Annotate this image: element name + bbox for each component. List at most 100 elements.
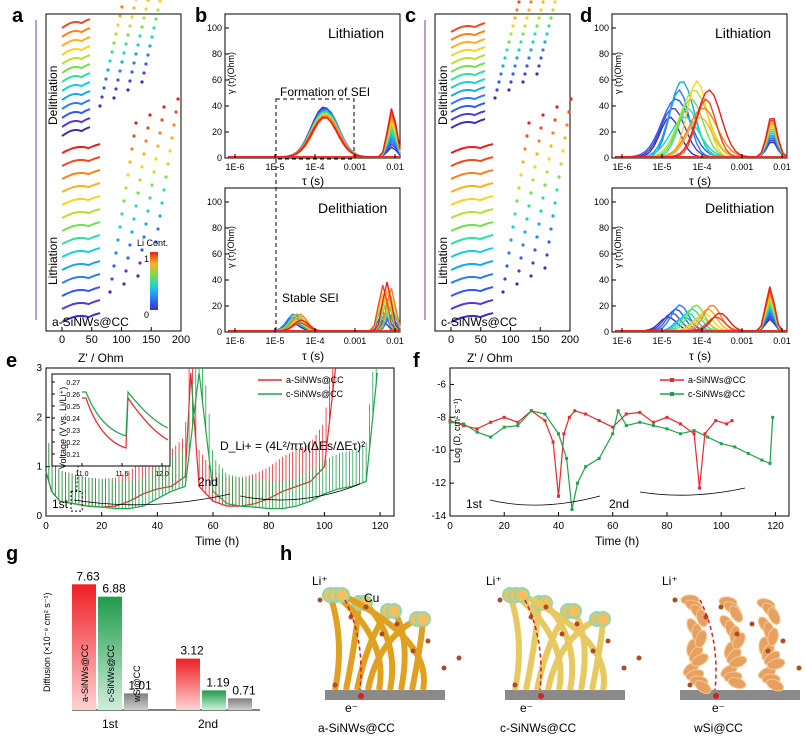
logd-point bbox=[679, 422, 683, 426]
nyquist-point bbox=[525, 64, 529, 68]
y-tick-label: 20 bbox=[599, 127, 609, 137]
cycle-e-2nd: 2nd bbox=[198, 475, 218, 489]
y-tick-label: 40 bbox=[212, 275, 222, 285]
nyquist-point bbox=[527, 8, 531, 12]
nyquist-point bbox=[122, 199, 126, 203]
panel-c: Delithiation Lithiation c-SiNWs@CC 0 50 10… bbox=[424, 0, 579, 365]
logd-point bbox=[760, 458, 764, 462]
nyquist-point bbox=[102, 86, 106, 90]
legend-f-c: c-SiNWs@CC bbox=[688, 389, 746, 399]
nyquist-point bbox=[104, 77, 108, 81]
panel-g-bars: 7.63 a-SiNWs@CC 3.12 6.88 c-SiNWs@CC 1.19 1.01… bbox=[72, 569, 256, 710]
panel-h-e-w: e⁻ bbox=[712, 701, 725, 715]
x-tick-label: 120 bbox=[372, 521, 389, 532]
nyquist-point bbox=[158, 0, 162, 3]
nyquist-point bbox=[150, 183, 154, 187]
li-ion bbox=[590, 648, 596, 654]
nyquist-point bbox=[517, 48, 521, 52]
logd-point bbox=[551, 440, 555, 444]
x-tick-label: 1E-5 bbox=[265, 336, 284, 346]
panel-e: 0 20 40 60 80 100 120 0 1 2 3 0.27 0.26 0.25 0.24 0.23… bbox=[36, 363, 395, 548]
x-tick-label: 1E-5 bbox=[652, 336, 671, 346]
si-particle bbox=[728, 605, 744, 623]
panel-a-frame bbox=[45, 13, 182, 332]
panel-e-frame bbox=[45, 367, 395, 517]
y-tick-label: -6 bbox=[437, 379, 446, 390]
si-particle bbox=[691, 653, 709, 667]
nyquist-point bbox=[158, 131, 162, 135]
nyquist-point bbox=[132, 61, 136, 65]
nyquist-point bbox=[505, 48, 509, 52]
nyquist-point bbox=[513, 64, 517, 68]
panel-c-side-bottom: Lithiation bbox=[436, 237, 450, 285]
panel-a-xlabel: Z' / Ohm bbox=[78, 351, 124, 365]
panel-g-ylabel: Diffusion (×10⁻⁹ cm² s⁻¹) bbox=[42, 593, 52, 692]
nyquist-curve bbox=[61, 72, 91, 83]
nyquist-point bbox=[134, 0, 138, 1]
nyquist-point bbox=[497, 80, 501, 84]
nyquist-point bbox=[515, 56, 519, 60]
nyquist-curve bbox=[61, 90, 91, 101]
logd-point bbox=[651, 424, 655, 428]
panel-h-e-c: e⁻ bbox=[520, 701, 533, 715]
y-tick-label: 100 bbox=[207, 23, 222, 33]
nyquist-point bbox=[555, 188, 559, 192]
nyquist-point bbox=[152, 170, 156, 174]
nyquist-point bbox=[118, 69, 122, 73]
panel-h-title-c: c-SiNWs@CC bbox=[500, 721, 577, 735]
nyquist-point bbox=[523, 147, 527, 151]
inset-connector bbox=[76, 465, 79, 492]
nyquist-point bbox=[172, 123, 176, 127]
logd-point bbox=[565, 456, 569, 460]
nyquist-point bbox=[166, 162, 170, 166]
li-ion bbox=[765, 648, 771, 654]
nyquist-point bbox=[553, 118, 557, 122]
panel-h-schematic bbox=[317, 587, 802, 700]
nyquist-point bbox=[108, 59, 112, 63]
nyquist-point bbox=[523, 230, 527, 234]
nyquist-curve bbox=[61, 81, 91, 92]
li-ion bbox=[574, 621, 580, 627]
y-tick-label: -8 bbox=[437, 412, 446, 423]
nyquist-point bbox=[567, 110, 571, 114]
nyquist-point bbox=[511, 225, 515, 229]
nyquist-curve bbox=[450, 110, 486, 121]
cu-tip bbox=[566, 603, 582, 619]
nyquist-point bbox=[108, 290, 112, 294]
panel-f-xlabel: Time (h) bbox=[595, 534, 639, 548]
x-tick-label: 120 bbox=[767, 521, 784, 532]
bar bbox=[176, 658, 200, 710]
logd-point bbox=[489, 435, 493, 439]
nyquist-point bbox=[110, 50, 114, 54]
drt-curve bbox=[228, 108, 400, 158]
nanowire bbox=[327, 594, 342, 691]
panel-b: Lithiation Delithiation Formation of SEI… bbox=[207, 13, 404, 363]
nyquist-point bbox=[535, 152, 539, 156]
nyquist-curve bbox=[61, 143, 101, 154]
logd-point bbox=[597, 419, 601, 423]
nanowire bbox=[507, 594, 522, 691]
panel-letter-b: b bbox=[195, 5, 207, 27]
y-tick-label: 0 bbox=[604, 153, 609, 163]
bar-series-label: wSi@CC bbox=[132, 665, 142, 703]
nyquist-curve bbox=[450, 169, 494, 180]
panel-f-plot: 0 20 40 60 80 100 120 -6 -8 -10 -12 -14 bbox=[432, 379, 785, 532]
nyquist-point bbox=[537, 64, 541, 68]
annotation-stable-sei: Stable SEI bbox=[282, 291, 339, 305]
nyquist-curve bbox=[61, 247, 101, 258]
nyquist-point bbox=[118, 14, 122, 18]
nyquist-point bbox=[140, 248, 144, 252]
cycle-arrow-f2 bbox=[639, 487, 746, 496]
nyquist-curve bbox=[61, 234, 101, 245]
nyquist-point bbox=[511, 72, 515, 76]
nyquist-curve bbox=[61, 117, 91, 128]
logd-point bbox=[462, 424, 466, 428]
nyquist-curve bbox=[450, 62, 486, 73]
x-tick-label: 0 bbox=[59, 334, 65, 346]
nyquist-curve bbox=[450, 156, 494, 167]
nyquist-point bbox=[521, 80, 525, 84]
nyquist-point bbox=[503, 277, 507, 281]
logd-point bbox=[638, 420, 642, 424]
nyquist-point bbox=[499, 72, 503, 76]
nyquist-point bbox=[539, 56, 543, 60]
